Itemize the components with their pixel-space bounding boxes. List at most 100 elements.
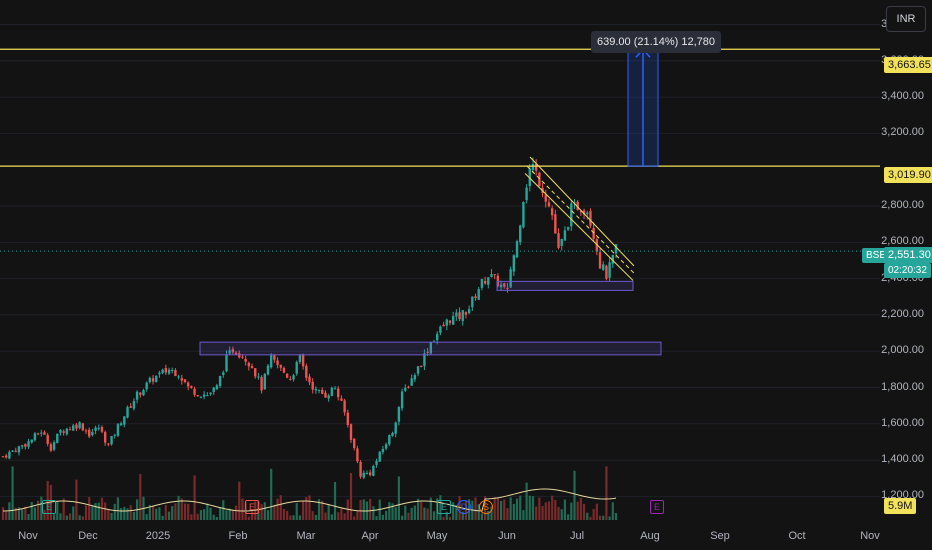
event-marker[interactable]: E [245, 500, 259, 514]
candle-body [20, 445, 24, 447]
candle-body [464, 312, 468, 315]
volume-bar [605, 466, 608, 520]
candle-body [384, 444, 388, 449]
y-axis-tick: 1,800.00 [881, 380, 924, 393]
volume-bar [11, 466, 14, 520]
y-axis-tick: 2,800.00 [881, 199, 924, 211]
candle-body [234, 352, 238, 355]
volume-bar [496, 497, 499, 520]
event-marker[interactable]: S [479, 500, 493, 514]
candle-body [292, 375, 295, 380]
candle-body [375, 460, 378, 465]
candle-body [129, 406, 132, 408]
volume-bar [503, 499, 506, 520]
candle-body [448, 320, 452, 323]
volume-bar [317, 499, 321, 520]
event-marker[interactable]: E [42, 500, 56, 514]
volume-bar [43, 509, 46, 520]
currency-selector[interactable]: INR [886, 6, 926, 32]
candle-body [515, 241, 519, 258]
candle-body [171, 369, 174, 371]
volume-bar [579, 497, 582, 520]
candle-body [14, 450, 17, 452]
volume-bar [295, 503, 298, 520]
volume-bar [120, 508, 123, 520]
candle-body [59, 429, 62, 433]
volume-bar [356, 510, 359, 520]
volume-bar [151, 505, 155, 520]
volume-bar [445, 511, 448, 520]
volume-bar [231, 509, 234, 520]
volume-bar [321, 500, 324, 520]
candle-body [113, 434, 116, 436]
volume-bar [333, 481, 337, 520]
candle-body [589, 210, 592, 226]
candle-body [266, 365, 270, 375]
event-marker[interactable]: E [650, 500, 664, 514]
candle-body [560, 239, 563, 246]
candle-body [420, 365, 423, 367]
candle-body [94, 427, 97, 431]
candle-body [1, 456, 5, 458]
candle-body [391, 432, 394, 436]
candle-body [126, 406, 129, 418]
candle-body [490, 274, 493, 277]
volume-bar [372, 506, 375, 520]
x-axis-tick: Nov [18, 530, 38, 542]
volume-bar [416, 498, 420, 520]
candle-body [372, 466, 375, 476]
volume-bar [234, 505, 238, 520]
candle-body [36, 433, 40, 435]
volume-bar [273, 504, 276, 520]
candle-body [260, 377, 263, 391]
candle-body [269, 354, 273, 368]
candle-body [499, 284, 503, 288]
candle-body [135, 391, 139, 400]
candle-body [586, 212, 589, 215]
volume-bar [455, 505, 458, 520]
candle-body [538, 172, 541, 187]
volume-bar [40, 496, 43, 520]
candle-body [442, 324, 445, 327]
volume-bar [247, 516, 250, 520]
volume-bar [576, 501, 579, 520]
candle-body [487, 277, 490, 285]
candle-body [439, 326, 442, 333]
volume-bar [206, 503, 209, 520]
volume-bar [158, 507, 161, 520]
candle-body [461, 310, 464, 322]
candle-body [238, 353, 241, 358]
volume-bar [1, 507, 5, 520]
candle-body [116, 424, 120, 436]
x-axis-tick: Sep [710, 530, 730, 542]
candle-body [528, 168, 531, 187]
volume-bar [266, 510, 270, 520]
candle-body [100, 427, 104, 432]
volume-bar [439, 495, 442, 520]
volume-bar [592, 508, 595, 520]
candle-body [416, 366, 420, 374]
candle-body [570, 203, 573, 227]
candle-body [378, 451, 381, 462]
volume-bar [528, 495, 531, 520]
y-axis-tick: 3,400.00 [881, 90, 924, 103]
candle-body [88, 429, 91, 437]
candle-body [257, 376, 260, 378]
candle-body [33, 433, 37, 441]
event-marker[interactable]: E [437, 500, 451, 514]
volume-bar [21, 509, 24, 520]
volume-bar [270, 468, 273, 520]
event-marker[interactable]: D [457, 500, 471, 514]
candle-body [285, 373, 289, 378]
y-axis-tick: 3,200.00 [881, 126, 924, 139]
candle-body [525, 187, 528, 201]
volume-bar [193, 475, 196, 520]
level-label-lower: 3,019.90 [884, 167, 932, 183]
x-axis-tick: 2025 [145, 530, 171, 542]
x-axis-tick: Oct [788, 530, 806, 542]
candle-body [206, 395, 209, 397]
candle-body [602, 264, 605, 270]
candle-body [11, 450, 14, 452]
candle-body [404, 387, 407, 391]
